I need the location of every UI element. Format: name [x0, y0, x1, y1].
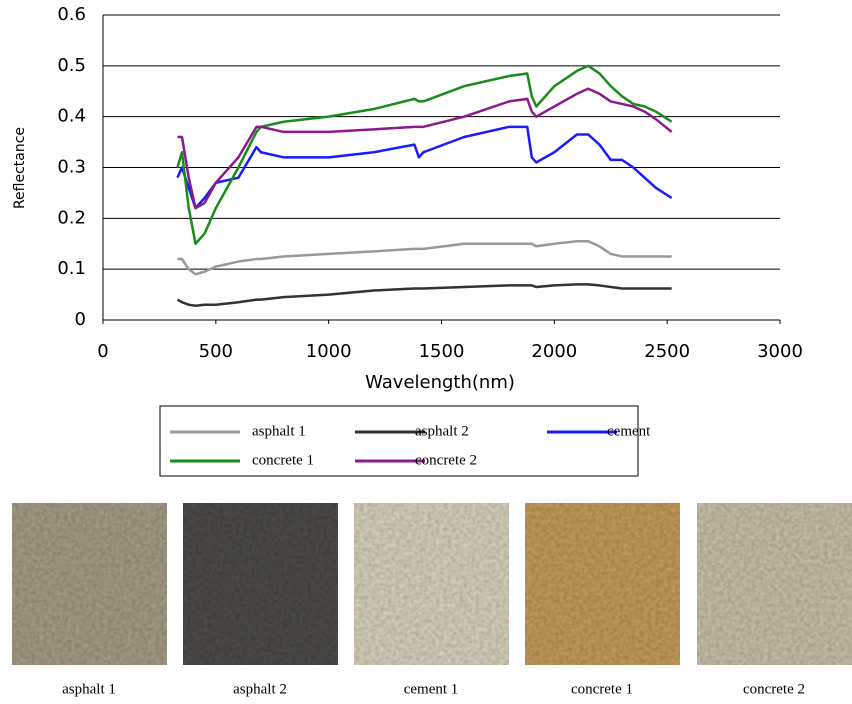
y-axis-label: Reflectance: [12, 127, 28, 209]
legend: asphalt 1 asphalt 2 cement concrete 1 concre…: [170, 423, 651, 468]
x-tick-label: 1000: [306, 341, 352, 362]
sample-image: [525, 503, 680, 665]
y-tick-label: 0.6: [57, 4, 86, 25]
y-tick-label: 0.1: [57, 258, 86, 279]
x-tick-label: 0: [97, 341, 108, 362]
sample-label: concrete 1: [571, 681, 633, 697]
x-tick-label: 3000: [757, 341, 803, 362]
legend-box: [159, 405, 639, 477]
series-line: [177, 239, 672, 276]
x-tick-label: 2000: [531, 341, 577, 362]
sample-label: asphalt 1: [62, 681, 116, 697]
legend-label: concrete 1: [252, 452, 314, 468]
y-tick-label: 0.5: [57, 55, 86, 76]
series-line: [176, 64, 673, 245]
sample-labels: asphalt 1 asphalt 2 cement 1 concrete 1 conc…: [62, 681, 805, 697]
series-line: [177, 87, 673, 210]
series-line: [176, 283, 672, 308]
sample-image: [183, 503, 338, 665]
sample-label: cement 1: [404, 681, 459, 697]
y-tick-label: 0: [75, 309, 86, 330]
legend-label: cement: [607, 423, 651, 439]
sample-image: [697, 503, 852, 665]
x-axis-label: Wavelength(nm): [365, 372, 515, 393]
sample-images: [12, 503, 852, 665]
x-tick-label: 500: [199, 341, 233, 362]
y-tick-label: 0.4: [57, 106, 86, 127]
legend-label: asphalt 1: [252, 423, 306, 439]
sample-label: asphalt 2: [233, 681, 287, 697]
y-tick-label: 0.2: [57, 207, 86, 228]
legend-label: asphalt 2: [415, 423, 469, 439]
legend-label: concrete 2: [415, 452, 477, 468]
sample-label: concrete 2: [743, 681, 805, 697]
x-tick-label: 1500: [419, 341, 465, 362]
sample-image: [354, 503, 509, 665]
sample-image: [12, 503, 167, 665]
plot: 0 0.1 0.2 0.3 0.4 0.5 0.6 0 500 1000 1500 2000 2500 3…: [57, 4, 803, 362]
y-tick-label: 0.3: [57, 157, 86, 178]
x-tick-label: 2500: [644, 341, 690, 362]
